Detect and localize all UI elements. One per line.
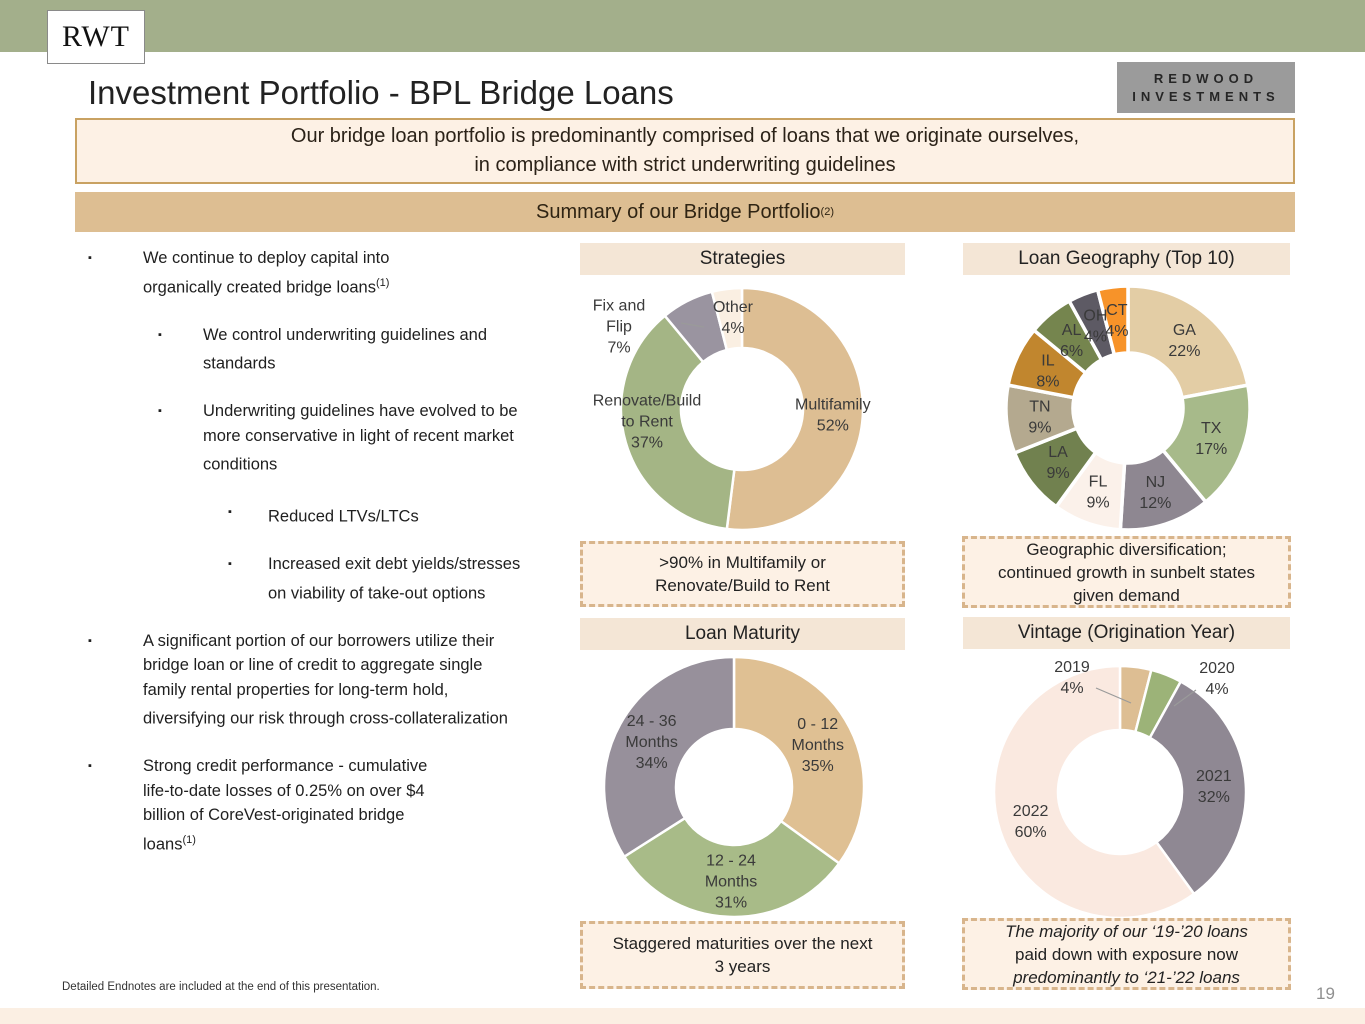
endnote-text: Detailed Endnotes are included at the en…	[62, 981, 380, 993]
callout-line: paid down with exposure now	[1014, 944, 1239, 964]
strategies-callout: >90% in Multifamily or Renovate/Build to…	[580, 541, 905, 607]
geography-label-al: AL 6%	[1060, 322, 1083, 360]
summary-footnote-ref: (2)	[820, 206, 834, 218]
strategies-slice-other	[710, 286, 744, 352]
summary-bar: Summary of our Bridge Portfolio (2)	[75, 192, 1295, 232]
vintage-slice-2021	[1148, 679, 1248, 896]
strategies-label-other: Other 4%	[713, 299, 754, 337]
vintage-donut-chart: 2019 4% 2020 4% 2021 32% 2022 60%	[992, 659, 1248, 920]
vintage-slice-2022	[992, 664, 1196, 920]
callout-line: predominantly to ‘21-’22 loans	[1013, 967, 1240, 987]
intro-banner: Our bridge loan portfolio is predominant…	[75, 118, 1295, 184]
list-item: ▪ Strong credit performance - cumulative …	[88, 754, 582, 857]
bullet-list: ▪ We continue to deploy capital into orga…	[62, 246, 582, 880]
geography-slice-ct	[1095, 284, 1130, 357]
geography-callout: Geographic diversification; continued gr…	[962, 536, 1291, 608]
maturity-label-0-12-months: 0 - 12 Months 35%	[792, 716, 844, 775]
geography-label-ct: CT 4%	[1105, 302, 1128, 340]
maturity-callout: Staggered maturities over the next 3 yea…	[580, 921, 905, 989]
list-item: ▪ We continue to deploy capital into orga…	[88, 246, 582, 300]
page-number: 19	[1316, 984, 1335, 1003]
maturity-label-12-24-months: 12 - 24 Months 31%	[705, 852, 757, 911]
vintage-leader-line	[1095, 687, 1132, 704]
strategies-label-fix-and-flip: Fix and Flip 7%	[593, 298, 645, 357]
footnote-ref: (1)	[375, 276, 390, 289]
page-title: Investment Portfolio - BPL Bridge Loans	[88, 74, 674, 111]
maturity-slice-12-24-months	[622, 816, 841, 919]
strategies-donut-chart: Multifamily 52% Renovate/Build to Rent 37% Fi…	[593, 286, 871, 532]
maturity-label-24-36-months: 24 - 36 Months 34%	[625, 713, 677, 772]
bullet-square-icon: ▪	[88, 760, 92, 772]
vintage-leader-line	[1173, 689, 1197, 707]
callout-line: Geographic diversification;	[1026, 539, 1227, 559]
geography-donut-chart: GA 22% TX 17% NJ 12% FL 9% LA 9% TN 9% IL 8%AL 6%OH 4%C…	[1004, 284, 1252, 532]
bullet-text: We control underwriting guidelines and s…	[203, 325, 488, 373]
bullet-text: A significant portion of our borrowers u…	[143, 631, 508, 728]
top-accent-bar	[0, 0, 1365, 52]
bullet-text: Strong credit performance - cumulative l…	[143, 757, 428, 853]
brand-line-redwood: REDWOOD	[1153, 71, 1259, 86]
geography-label-tn: TN 9%	[1028, 398, 1051, 436]
bullet-text: Reduced LTVs/LTCs	[268, 507, 419, 526]
callout-line: given demand	[1073, 585, 1180, 605]
geography-label-fl: FL 9%	[1086, 473, 1109, 511]
strategies-chart-header: Strategies	[580, 243, 905, 275]
geography-label-nj: NJ 12%	[1139, 474, 1171, 512]
vintage-callout: The majority of our ‘19-’20 loans paid d…	[962, 918, 1291, 990]
bottom-accent-strip	[0, 1008, 1365, 1024]
bullet-square-icon: ▪	[228, 506, 232, 518]
list-item: ▪ Underwriting guidelines have evolved to…	[158, 399, 582, 477]
bullet-square-icon: ▪	[158, 405, 162, 417]
strategies-label-multifamily: Multifamily 52%	[795, 397, 871, 435]
bullet-square-icon: ▪	[228, 558, 232, 570]
maturity-chart-header: Loan Maturity	[580, 618, 905, 650]
geography-label-tx: TX 17%	[1195, 420, 1227, 458]
maturity-donut-chart: 0 - 12 Months 35% 12 - 24 Months 31% 24 - 36 Mo…	[602, 655, 866, 919]
bullet-square-icon: ▪	[158, 328, 162, 341]
vintage-chart-header: Vintage (Origination Year)	[963, 617, 1290, 649]
callout-line: continued growth in sunbelt states	[997, 562, 1256, 582]
geography-label-la: LA 9%	[1047, 444, 1070, 482]
callout-line: Staggered maturities over the next	[612, 934, 873, 953]
bullet-text: Increased exit debt yields/stresses on v…	[268, 555, 521, 602]
geography-slice-ga	[1126, 284, 1250, 400]
bullet-text: We continue to deploy capital into organ…	[143, 249, 390, 296]
maturity-slice-0-12-months	[732, 655, 866, 866]
maturity-slice-24-36-months	[602, 655, 736, 859]
geography-label-oh: OH 4%	[1083, 308, 1107, 346]
list-item: ▪ Increased exit debt yields/stresses on …	[228, 552, 582, 606]
strategies-slice-renovate-build-to-rent	[619, 314, 736, 531]
redwood-investments-logo: REDWOOD INVESTMENTS	[1117, 62, 1295, 113]
rwt-logo-text: RWT	[62, 20, 130, 53]
callout-line: The majority of our ‘19-’20 loans	[1005, 921, 1248, 941]
strategies-slice-multifamily	[725, 286, 865, 532]
list-item: ▪ We control underwriting guidelines and …	[158, 323, 582, 377]
callout-line: 3 years	[714, 957, 771, 976]
vintage-label-2019: 2019 4%	[1054, 659, 1090, 697]
list-item: ▪ Reduced LTVs/LTCs	[228, 500, 582, 529]
strategies-label-renovate-build-to-rent: Renovate/Build to Rent 37%	[593, 393, 702, 452]
vintage-label-2022: 2022 60%	[1013, 803, 1049, 841]
vintage-label-2021: 2021 32%	[1196, 768, 1232, 806]
vintage-label-2020: 2020 4%	[1199, 660, 1235, 698]
intro-banner-line2: in compliance with strict underwriting g…	[474, 154, 896, 176]
strategies-leader-line	[680, 322, 705, 328]
bullet-square-icon: ▪	[88, 252, 92, 264]
bullet-square-icon: ▪	[88, 634, 92, 647]
summary-text: Summary of our Bridge Portfolio	[535, 200, 821, 223]
callout-line: >90% in Multifamily or	[659, 553, 826, 572]
intro-banner-line1: Our bridge loan portfolio is predominant…	[290, 125, 1080, 147]
brand-line-investments: INVESTMENTS	[1132, 89, 1280, 104]
list-item: ▪ A significant portion of our borrowers …	[88, 629, 582, 732]
geography-slice-tx	[1160, 383, 1252, 505]
geography-chart-header: Loan Geography (Top 10)	[963, 243, 1290, 275]
footnote-ref: (1)	[182, 833, 196, 846]
bullet-text: Underwriting guidelines have evolved to …	[203, 402, 518, 474]
geography-label-ga: GA 22%	[1168, 322, 1200, 360]
rwt-logo: RWT	[47, 10, 145, 64]
geography-label-il: IL 8%	[1036, 352, 1059, 390]
callout-line: Renovate/Build to Rent	[655, 576, 830, 595]
